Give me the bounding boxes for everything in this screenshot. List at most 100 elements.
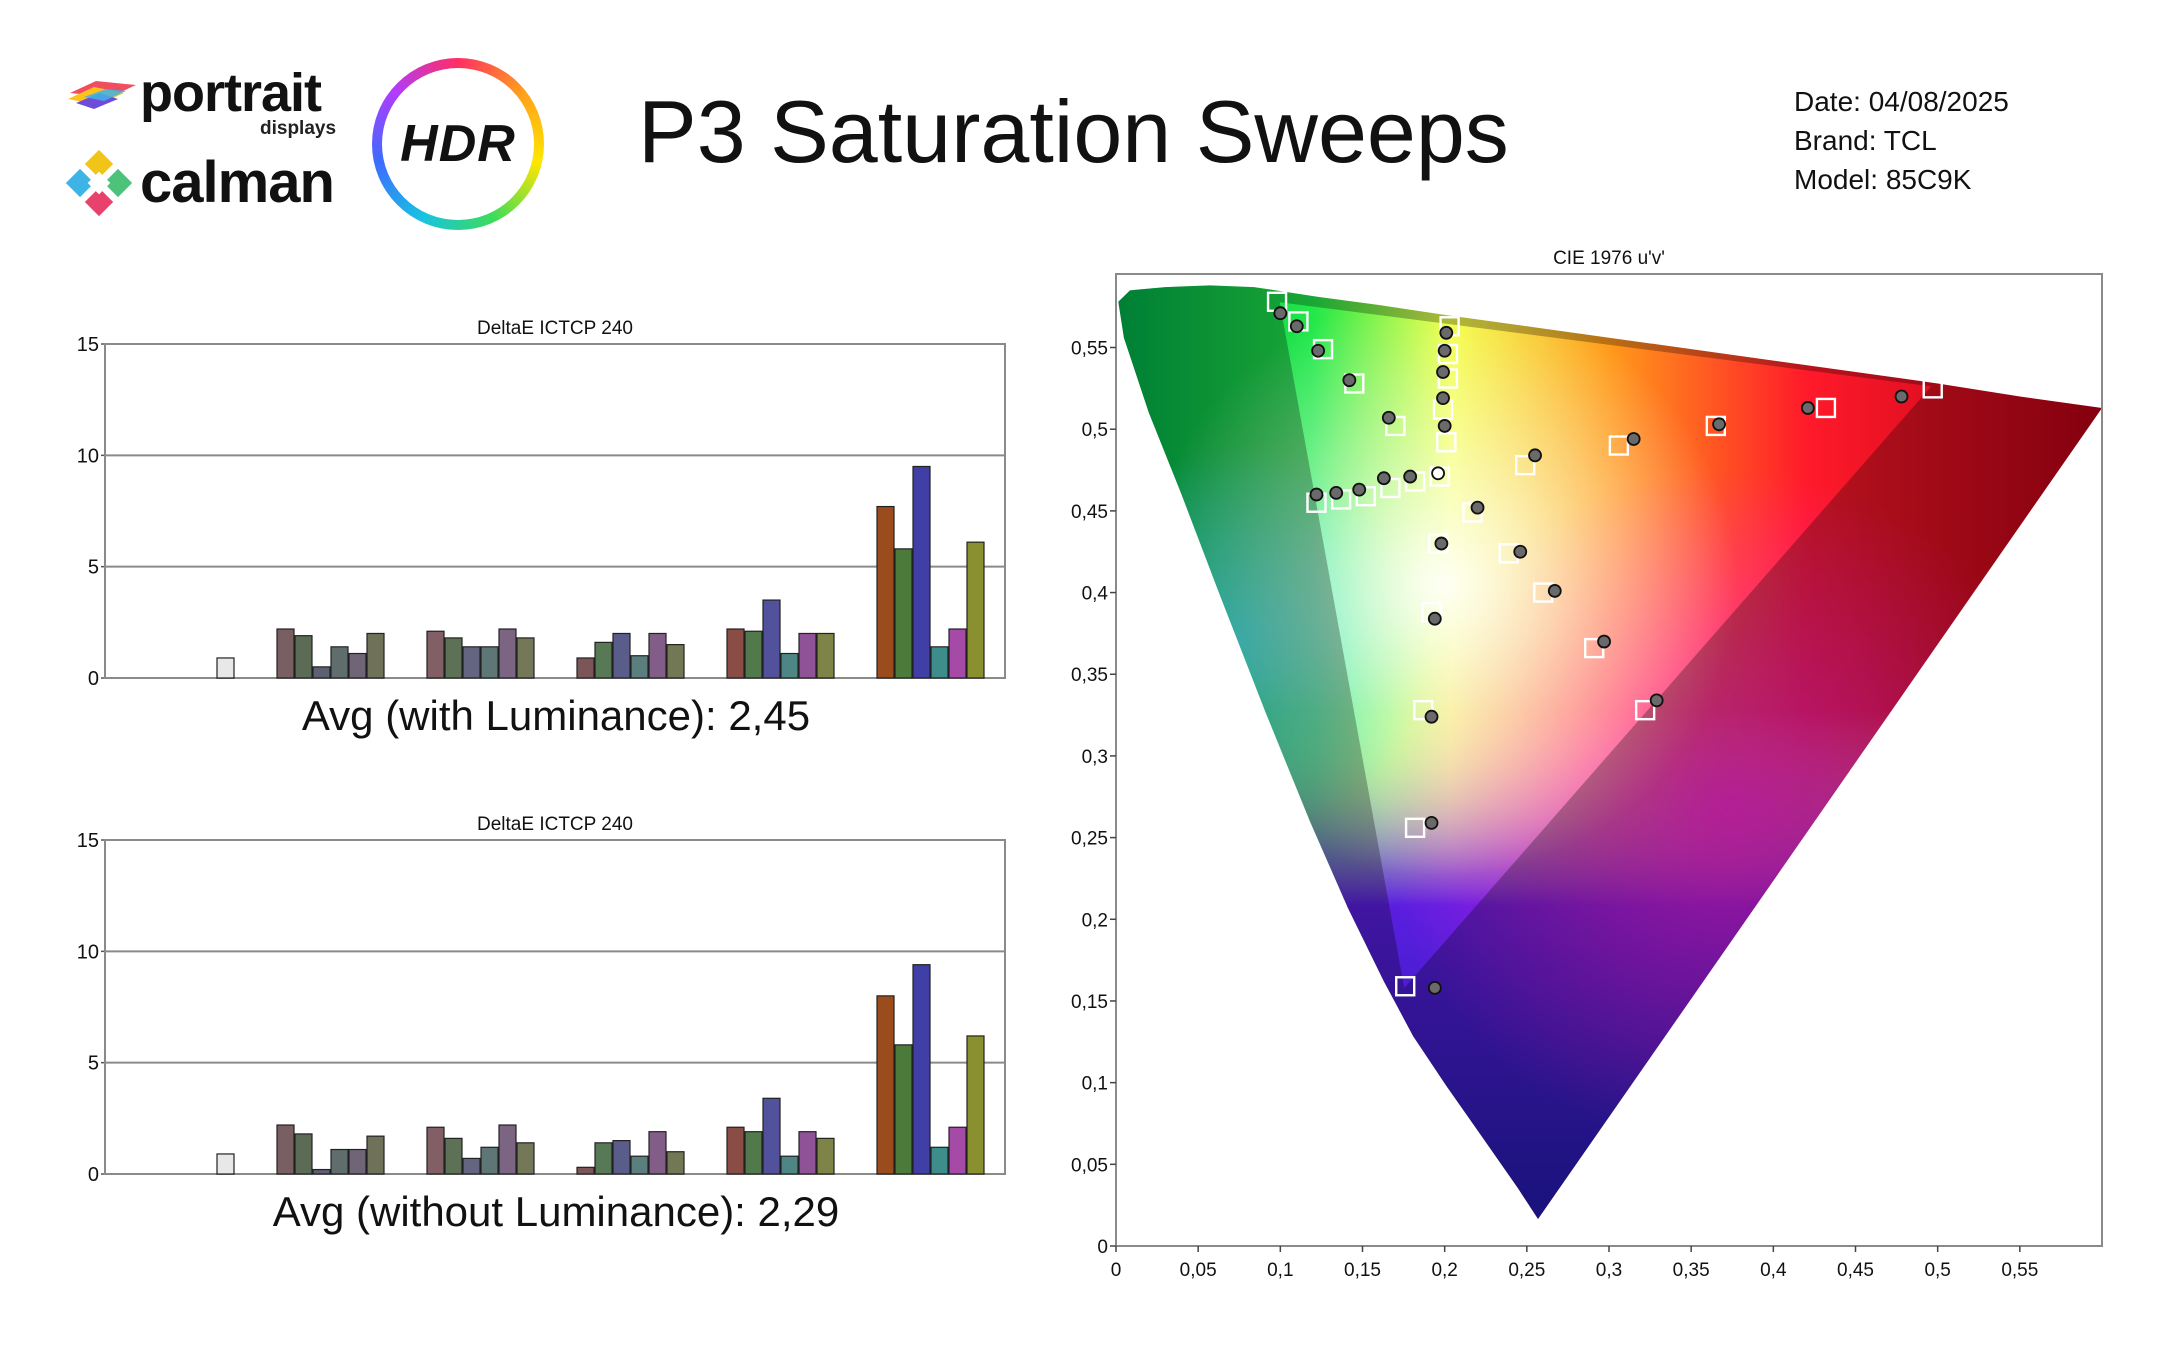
- cie-y-tick-label: 0,25: [1071, 829, 1108, 850]
- measured-point-marker: [1376, 471, 1391, 486]
- bar: [966, 541, 985, 679]
- measured-point-marker: [1439, 325, 1454, 340]
- bar: [780, 652, 799, 679]
- bar: [594, 1142, 613, 1175]
- bar: [912, 964, 931, 1175]
- target-square-marker: [1355, 485, 1376, 507]
- target-square-marker: [1436, 432, 1457, 453]
- bar: [426, 1126, 445, 1175]
- page-title: P3 Saturation Sweeps: [638, 82, 1509, 181]
- y-tick-label: 5: [88, 1053, 99, 1075]
- bar: [366, 632, 385, 679]
- bar: [516, 1142, 535, 1175]
- bar: [426, 630, 445, 679]
- measured-point-marker: [1528, 448, 1542, 463]
- calman-wordmark: calman: [140, 150, 335, 215]
- y-tick-label: 5: [88, 557, 99, 579]
- bar: [330, 1148, 349, 1175]
- measured-point-marker: [1513, 544, 1528, 559]
- measured-point-marker: [1381, 410, 1396, 425]
- bar: [594, 641, 613, 679]
- bar: [516, 637, 535, 679]
- cie-y-tick-label: 0,4: [1082, 584, 1109, 605]
- plot-frame: [104, 343, 1006, 679]
- calman-logo-icon: [65, 149, 133, 217]
- measured-point-marker: [1289, 319, 1304, 334]
- cie-chart-title: CIE 1976 u'v': [1553, 248, 1665, 269]
- hdr-ring-icon: HDR: [372, 58, 544, 230]
- bar: [294, 635, 313, 679]
- target-square-marker: [1608, 435, 1630, 456]
- measured-point-marker: [1437, 343, 1452, 358]
- measured-point-marker: [1894, 389, 1909, 404]
- bar: [726, 1126, 745, 1175]
- bar: [216, 1153, 235, 1175]
- target-square-marker: [1815, 397, 1837, 419]
- hdr-badge-inner: HDR: [382, 68, 534, 220]
- bar: [366, 1135, 385, 1175]
- measured-point-marker: [1597, 634, 1611, 649]
- bar: [612, 632, 631, 679]
- bar: [744, 1131, 763, 1175]
- cie-horseshoe: [1118, 285, 2102, 1220]
- cie-x-tick-label: 0,5: [1924, 1260, 1950, 1281]
- bar: [216, 657, 235, 679]
- bar: [816, 1137, 835, 1175]
- bar: [312, 1168, 331, 1175]
- y-tick-label: 15: [77, 830, 99, 852]
- bar: [480, 646, 499, 679]
- cie-y-tick-label: 0,45: [1071, 502, 1108, 523]
- cie-y-tick-label: 0,1: [1082, 1074, 1108, 1095]
- measured-point-marker: [1424, 815, 1439, 830]
- target-square-marker: [1514, 454, 1536, 476]
- measured-point-marker: [1436, 365, 1450, 379]
- measured-white-point-marker: [1431, 466, 1445, 481]
- report-brand: Brand: TCL: [1794, 125, 1937, 156]
- cie-y-tick-label: 0,5: [1082, 420, 1108, 441]
- portrait-wordmark: portrait: [140, 63, 322, 123]
- y-tick-label: 15: [77, 334, 99, 356]
- measured-point-marker: [1427, 611, 1442, 626]
- bar-chart-title: DeltaE ICTCP 240: [477, 814, 633, 835]
- bar: [348, 652, 367, 679]
- bar: [444, 637, 463, 679]
- bar: [480, 1146, 499, 1175]
- displays-wordmark: displays: [260, 118, 337, 139]
- cie-x-tick-label: 0: [1111, 1260, 1122, 1281]
- bar: [348, 1148, 367, 1175]
- avg-without-luminance: Avg (without Luminance): 2,29: [272, 1188, 840, 1235]
- cie-y-tick-label: 0,05: [1071, 1155, 1108, 1176]
- cie-y-tick-label: 0: [1097, 1237, 1108, 1258]
- bar: [948, 1126, 967, 1175]
- deltae-bar-chart-with-luminance: DeltaE ICTCP 240 0 5 10 15: [77, 318, 1006, 690]
- cie-x-tick-label: 0,45: [1837, 1260, 1874, 1281]
- cie-x-tick-label: 0,15: [1344, 1260, 1381, 1281]
- measured-point-marker: [1311, 343, 1326, 358]
- bar: [762, 1097, 781, 1175]
- report-model: Model: 85C9K: [1794, 164, 1972, 195]
- bar: [462, 1157, 481, 1175]
- brand-logos: portrait displays calman HDR: [65, 58, 546, 238]
- bar: [876, 995, 895, 1175]
- bar: [798, 1131, 817, 1175]
- bar: [744, 630, 763, 679]
- bar: [666, 1151, 685, 1175]
- bar: [330, 646, 349, 679]
- bar: [462, 646, 481, 679]
- bar: [630, 655, 649, 679]
- bar: [276, 1124, 295, 1175]
- plot-frame: [104, 839, 1006, 1175]
- bar: [966, 1035, 985, 1175]
- measured-point-marker: [1403, 469, 1418, 484]
- cie-x-tick-label: 0,3: [1596, 1260, 1622, 1281]
- cie-y-tick-label: 0,55: [1071, 339, 1108, 360]
- measured-point-marker: [1273, 306, 1288, 321]
- measured-point-marker: [1329, 486, 1344, 500]
- measured-point-marker: [1626, 432, 1641, 446]
- bar: [894, 548, 913, 679]
- measured-point-marker: [1800, 401, 1815, 415]
- target-square-marker: [1634, 699, 1656, 721]
- bar: [798, 632, 817, 679]
- bar: [948, 628, 967, 679]
- bar: [648, 1131, 667, 1175]
